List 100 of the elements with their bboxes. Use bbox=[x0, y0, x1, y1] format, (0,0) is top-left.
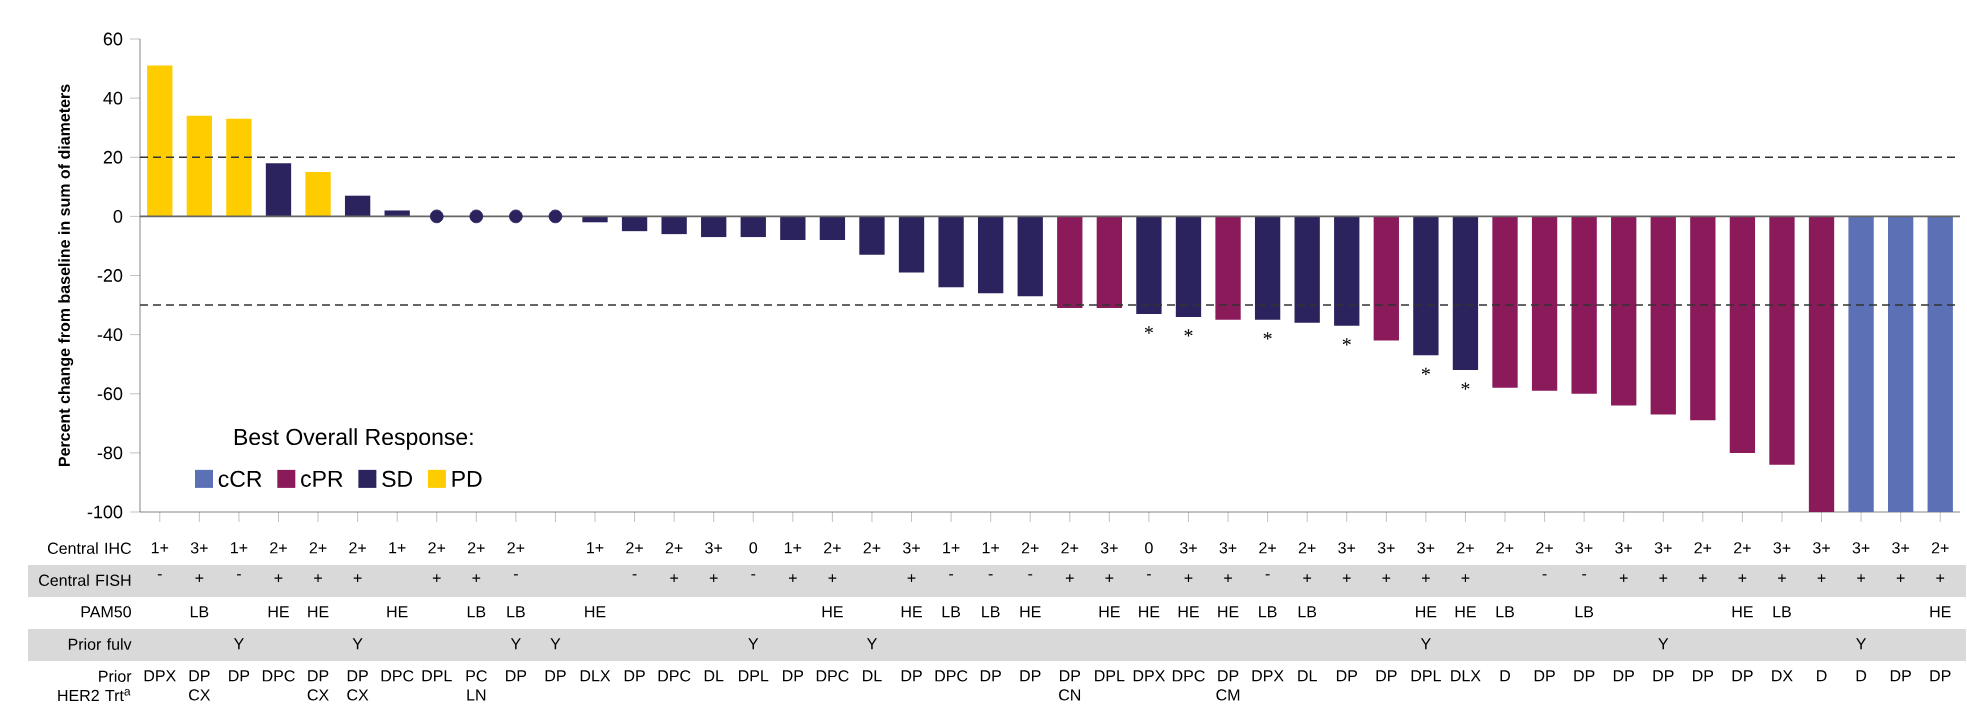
text: 2+ bbox=[1457, 542, 1474, 554]
text: + bbox=[1421, 574, 1430, 583]
text: DP bbox=[1534, 670, 1555, 682]
bar bbox=[661, 216, 687, 235]
text: + bbox=[670, 574, 679, 583]
text: HE bbox=[1732, 606, 1753, 618]
bar bbox=[1096, 216, 1123, 309]
text: 3+ bbox=[1813, 542, 1830, 554]
bar bbox=[1215, 216, 1241, 320]
text: 2+ bbox=[863, 542, 881, 554]
text: LB bbox=[190, 606, 209, 618]
y-tick-label: 60 bbox=[103, 32, 123, 46]
text: 0 bbox=[1145, 542, 1153, 554]
text: HE bbox=[268, 606, 289, 618]
bar bbox=[859, 216, 885, 255]
legend-title: Best Overall Response: bbox=[234, 428, 473, 450]
text: 3+ bbox=[1100, 542, 1118, 554]
text: 2+ bbox=[665, 542, 683, 554]
text: + bbox=[274, 574, 283, 583]
bar bbox=[265, 163, 292, 217]
text: 2+ bbox=[1496, 542, 1514, 554]
text: + bbox=[788, 574, 797, 583]
text: DP bbox=[901, 670, 922, 682]
text: 3+ bbox=[1615, 542, 1633, 554]
bar bbox=[1690, 216, 1716, 421]
text: + bbox=[314, 574, 322, 583]
text: + bbox=[1738, 574, 1747, 583]
text: + bbox=[1184, 574, 1193, 583]
text: 2+ bbox=[1694, 542, 1712, 554]
text: DPX bbox=[1133, 670, 1166, 682]
bar bbox=[621, 216, 648, 232]
text: + bbox=[1817, 574, 1826, 583]
text: HE bbox=[1178, 606, 1199, 618]
bar bbox=[1294, 216, 1320, 323]
text: + bbox=[1896, 574, 1905, 583]
text: HE bbox=[585, 606, 606, 618]
bar bbox=[186, 115, 213, 217]
text: 3+ bbox=[1892, 542, 1909, 554]
text: + bbox=[472, 574, 481, 583]
text: - bbox=[1146, 574, 1151, 576]
text: DP CN bbox=[1059, 670, 1081, 701]
text: DP bbox=[783, 670, 804, 682]
text: DPX bbox=[1252, 670, 1284, 682]
bar bbox=[1650, 216, 1676, 415]
category-label: Prior fulv bbox=[68, 638, 132, 650]
data-label: * bbox=[1184, 329, 1193, 337]
y-tick-label: -60 bbox=[97, 387, 123, 401]
bar bbox=[147, 65, 173, 217]
text: DPL bbox=[739, 670, 769, 682]
text: Y bbox=[233, 638, 244, 650]
text: 3+ bbox=[1338, 542, 1356, 554]
text: DX bbox=[1772, 670, 1793, 682]
data-label: * bbox=[1421, 367, 1430, 376]
text: + bbox=[1936, 574, 1945, 583]
bar bbox=[780, 216, 806, 241]
text: HE bbox=[1218, 606, 1239, 618]
text: 2+ bbox=[1931, 542, 1949, 554]
text: 3+ bbox=[190, 542, 208, 554]
text: LB bbox=[1496, 606, 1514, 618]
bar bbox=[978, 216, 1004, 294]
y-tick-label: 0 bbox=[113, 209, 123, 223]
bar bbox=[1452, 216, 1479, 371]
data-label: * bbox=[1144, 326, 1153, 334]
data-label: * bbox=[1342, 338, 1351, 346]
bar bbox=[305, 172, 331, 217]
text: - bbox=[1265, 574, 1270, 576]
bar bbox=[1769, 216, 1795, 465]
text: DP bbox=[1890, 670, 1911, 682]
text: - bbox=[751, 574, 756, 576]
text: DL bbox=[863, 670, 882, 682]
text: - bbox=[988, 574, 993, 576]
text: DPL bbox=[1411, 670, 1441, 682]
text: Y bbox=[748, 638, 759, 650]
text: 1+ bbox=[587, 542, 604, 554]
bar bbox=[1888, 216, 1914, 512]
data-label: * bbox=[1263, 332, 1272, 340]
text: 2+ bbox=[1021, 542, 1039, 554]
text: HE bbox=[1020, 606, 1041, 618]
bar bbox=[1254, 216, 1281, 320]
text: + bbox=[432, 574, 441, 583]
text: DPC bbox=[381, 670, 414, 682]
text: + bbox=[195, 574, 204, 583]
text: 1+ bbox=[151, 542, 169, 554]
bar bbox=[344, 195, 371, 217]
bar bbox=[938, 216, 964, 288]
text: DPC bbox=[1172, 670, 1205, 682]
text: Y bbox=[866, 638, 877, 650]
text: 3+ bbox=[1654, 542, 1672, 554]
category-label: PAM50 bbox=[81, 606, 131, 618]
text: 1+ bbox=[784, 542, 802, 554]
text: HE bbox=[1930, 606, 1951, 618]
text: - bbox=[513, 574, 518, 576]
text: 1+ bbox=[389, 542, 406, 554]
text: DP CX bbox=[347, 670, 369, 701]
text: Y bbox=[510, 638, 521, 650]
text: 2+ bbox=[428, 542, 446, 554]
text: 0 bbox=[749, 542, 758, 554]
text: 3+ bbox=[1179, 542, 1197, 554]
text: 3+ bbox=[1417, 542, 1435, 554]
bar bbox=[1848, 216, 1874, 512]
